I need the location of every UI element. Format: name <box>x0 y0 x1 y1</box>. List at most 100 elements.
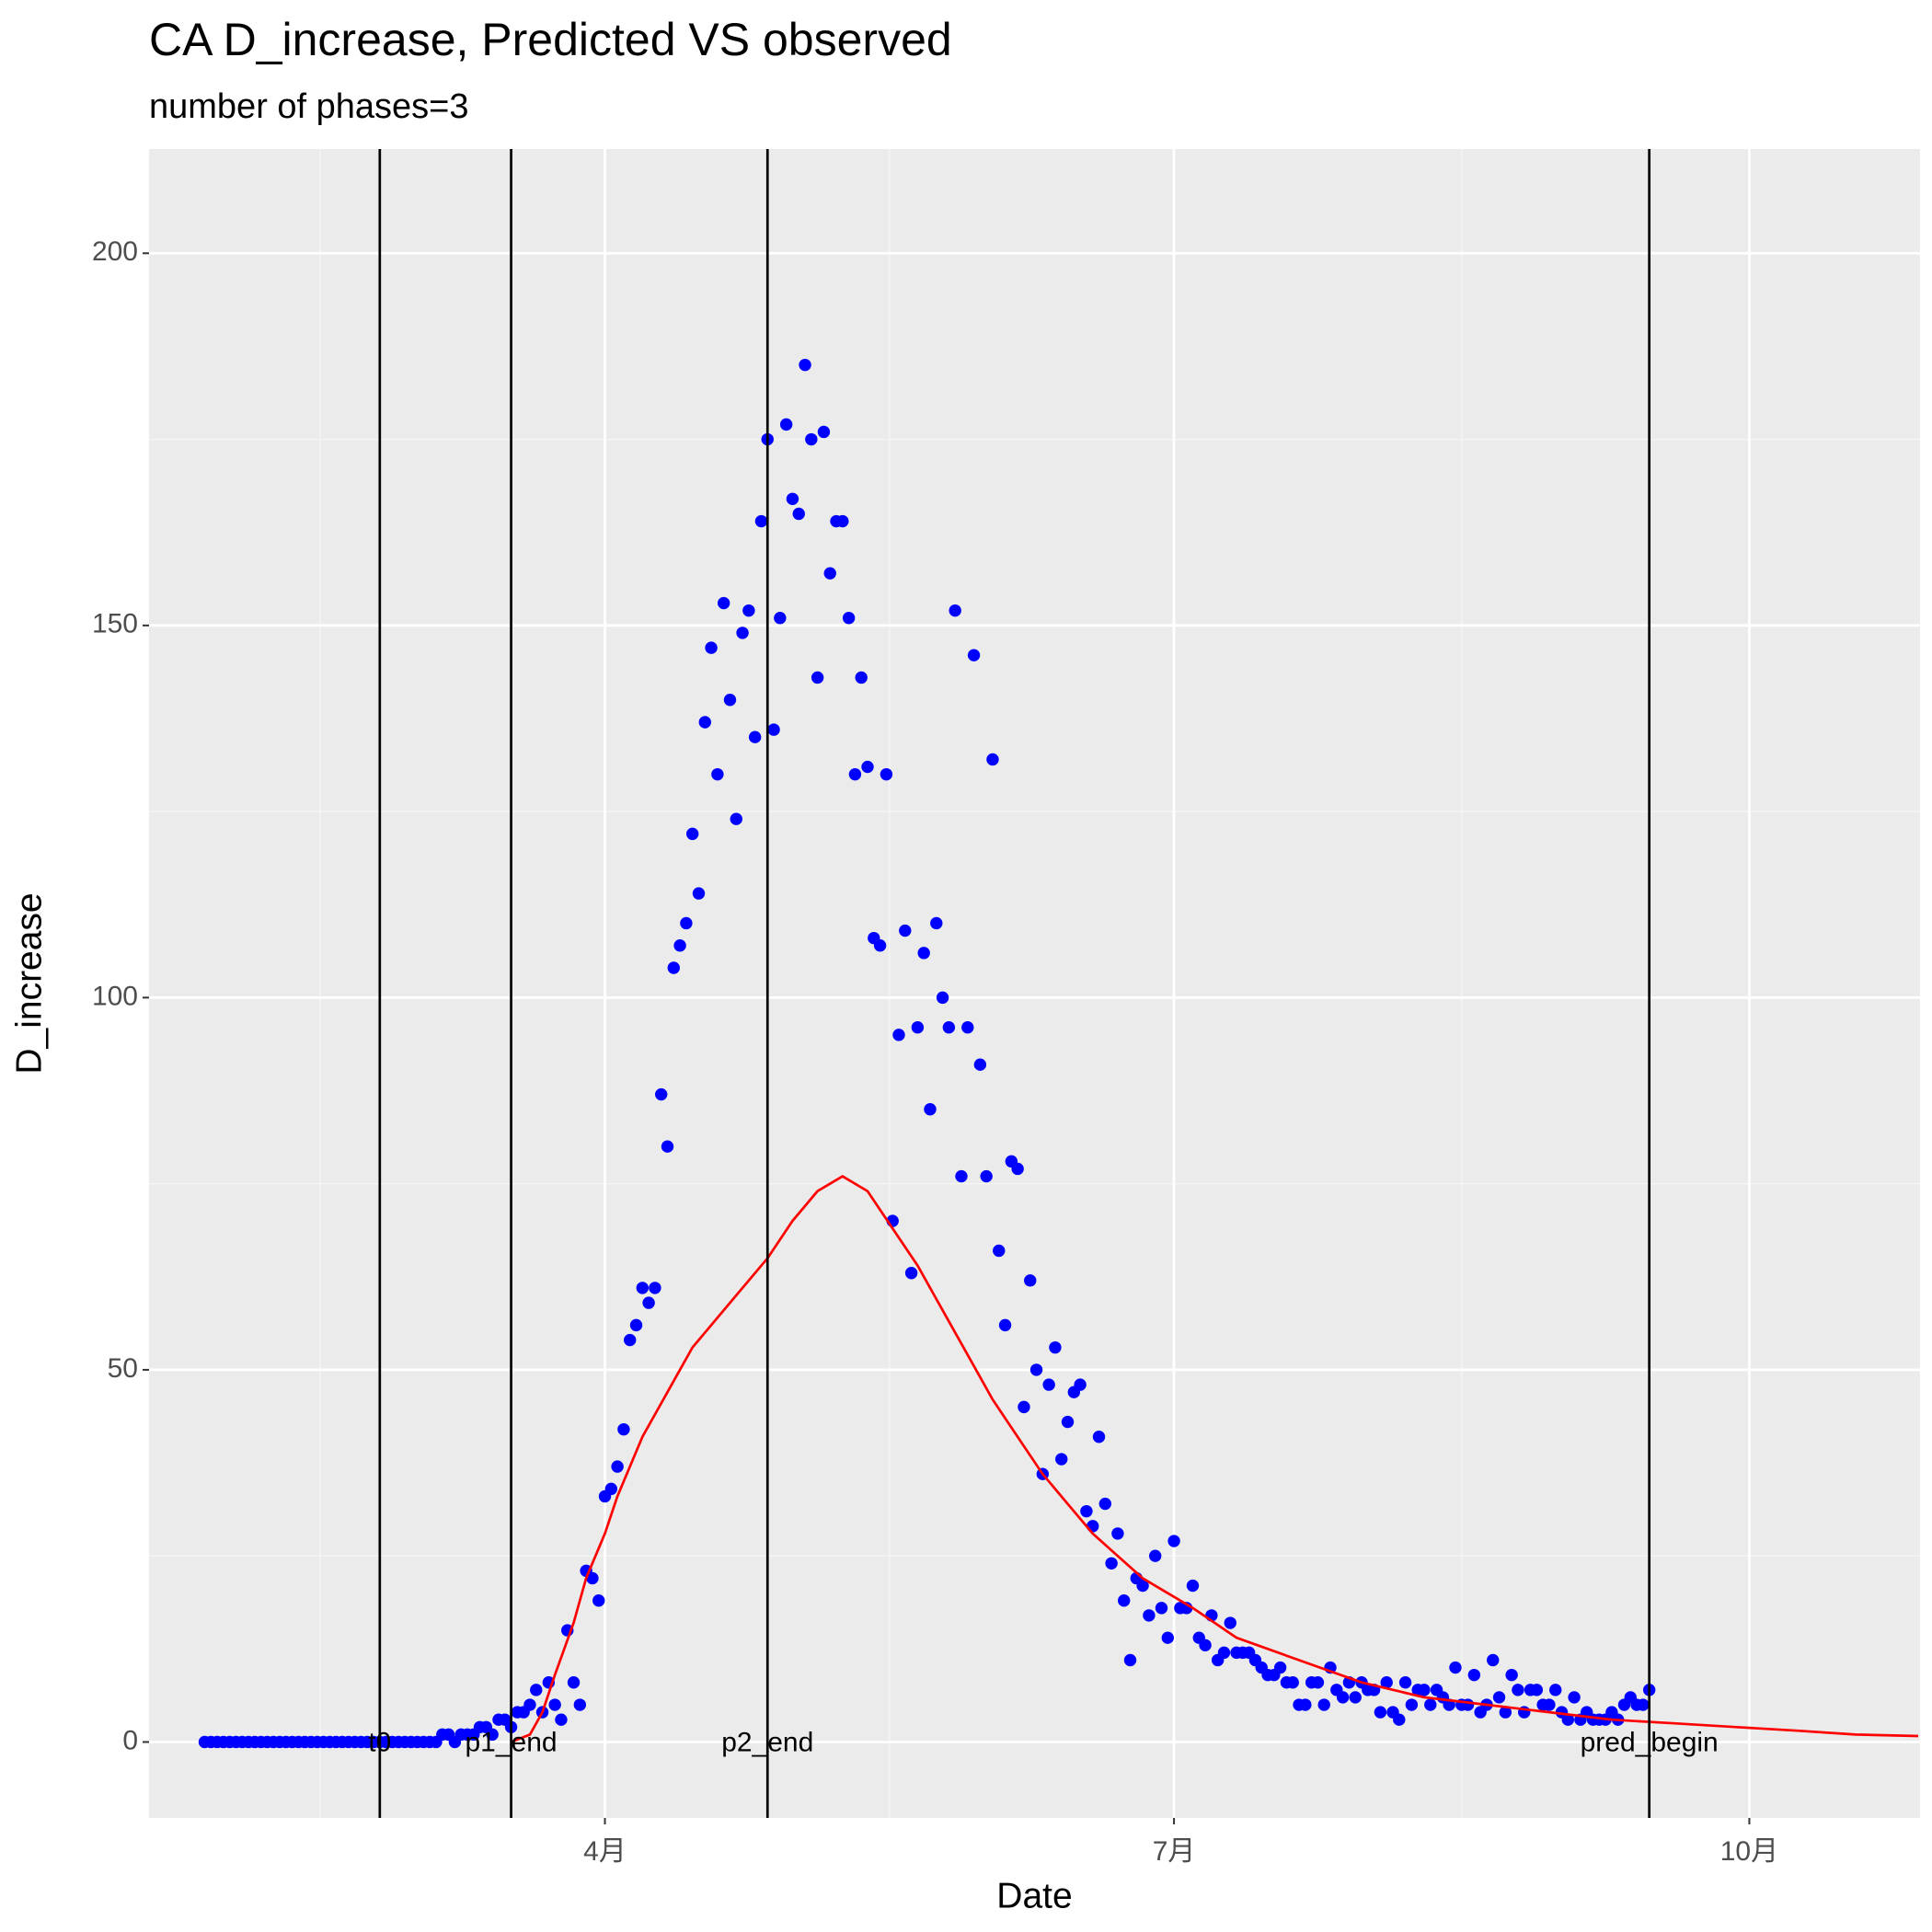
data-point <box>523 1698 536 1711</box>
data-point <box>1286 1676 1299 1689</box>
data-point <box>711 767 724 781</box>
data-point <box>880 767 893 781</box>
data-point <box>1123 1653 1137 1667</box>
data-point <box>904 1267 918 1280</box>
data-point <box>1011 1162 1024 1176</box>
data-point <box>592 1594 605 1607</box>
data-point <box>673 939 686 952</box>
data-point <box>530 1684 543 1696</box>
data-point <box>1374 1706 1387 1719</box>
data-point <box>811 671 824 684</box>
data-point <box>1405 1698 1419 1711</box>
data-point <box>636 1282 650 1294</box>
data-point <box>1273 1661 1287 1674</box>
y-tick-label: 0 <box>122 1725 138 1755</box>
data-point <box>1105 1557 1118 1570</box>
data-point <box>799 358 811 372</box>
data-point <box>924 1103 937 1116</box>
data-point <box>1098 1497 1112 1511</box>
data-point <box>1299 1698 1312 1711</box>
data-point <box>736 627 749 639</box>
data-point <box>786 492 799 505</box>
y-tick-label: 200 <box>92 236 138 267</box>
phase-label: t0 <box>368 1727 391 1757</box>
x-tick-label: 4月 <box>583 1836 627 1867</box>
data-point <box>1398 1676 1412 1689</box>
data-point <box>998 1318 1012 1332</box>
data-point <box>993 1244 1006 1258</box>
data-point <box>1186 1579 1200 1593</box>
data-point <box>1087 1520 1099 1533</box>
data-point <box>655 1087 668 1101</box>
phase-label: p1_end <box>466 1727 558 1757</box>
data-point <box>1042 1378 1055 1391</box>
phase-label: pred_begin <box>1581 1727 1719 1757</box>
data-point <box>861 760 874 774</box>
data-point <box>1393 1713 1406 1726</box>
data-point <box>1118 1594 1131 1607</box>
data-point <box>649 1282 661 1294</box>
phase-label: p2_end <box>721 1727 813 1757</box>
data-point <box>774 612 787 625</box>
data-point <box>1418 1684 1431 1696</box>
y-tick-label: 150 <box>92 609 138 639</box>
data-point <box>567 1676 581 1689</box>
prediction-line <box>511 1175 1919 1743</box>
data-point <box>604 1482 618 1496</box>
data-point <box>1424 1698 1437 1711</box>
data-point <box>1543 1698 1556 1711</box>
data-point <box>917 947 930 960</box>
data-point <box>1148 1549 1162 1562</box>
data-point <box>961 1021 974 1034</box>
data-point <box>767 723 780 736</box>
data-point <box>1317 1698 1330 1711</box>
data-point <box>1055 1453 1068 1466</box>
data-point <box>986 753 999 766</box>
data-point <box>748 730 762 743</box>
x-axis-title: Date <box>996 1876 1072 1915</box>
data-point <box>1092 1431 1106 1443</box>
data-point <box>955 1169 968 1183</box>
data-point <box>692 887 706 900</box>
data-point <box>717 596 730 610</box>
data-point <box>1029 1363 1043 1376</box>
y-axis-title: D_increase <box>9 892 49 1074</box>
data-point <box>1487 1653 1500 1667</box>
data-point <box>942 1021 956 1034</box>
data-point <box>779 418 793 431</box>
data-point <box>742 604 755 617</box>
data-point <box>1568 1691 1581 1704</box>
x-tick-label: 7月 <box>1153 1836 1196 1867</box>
data-point <box>617 1422 630 1436</box>
data-point <box>842 612 856 625</box>
data-point <box>911 1021 925 1034</box>
data-point <box>611 1460 624 1473</box>
data-point <box>817 425 831 439</box>
data-point <box>624 1333 637 1347</box>
data-point <box>930 916 943 930</box>
data-point <box>1074 1378 1087 1391</box>
chart-subtitle: number of phases=3 <box>149 87 469 126</box>
data-point <box>1492 1691 1506 1704</box>
data-point <box>1061 1415 1075 1429</box>
data-point <box>1199 1639 1212 1651</box>
data-point <box>1217 1646 1231 1660</box>
data-point <box>1336 1691 1350 1704</box>
data-point <box>730 812 742 825</box>
data-point <box>642 1296 655 1309</box>
data-point <box>661 1140 674 1153</box>
data-point <box>899 924 912 937</box>
data-point <box>805 432 818 446</box>
data-point <box>698 716 711 729</box>
data-point <box>855 671 868 684</box>
y-tick-label: 50 <box>108 1353 138 1384</box>
data-point <box>1224 1616 1236 1629</box>
data-point <box>1024 1274 1037 1287</box>
data-point <box>1467 1668 1481 1682</box>
data-point <box>1049 1340 1062 1354</box>
data-point <box>1505 1668 1518 1682</box>
data-point <box>1449 1661 1462 1674</box>
data-point <box>486 1728 499 1742</box>
